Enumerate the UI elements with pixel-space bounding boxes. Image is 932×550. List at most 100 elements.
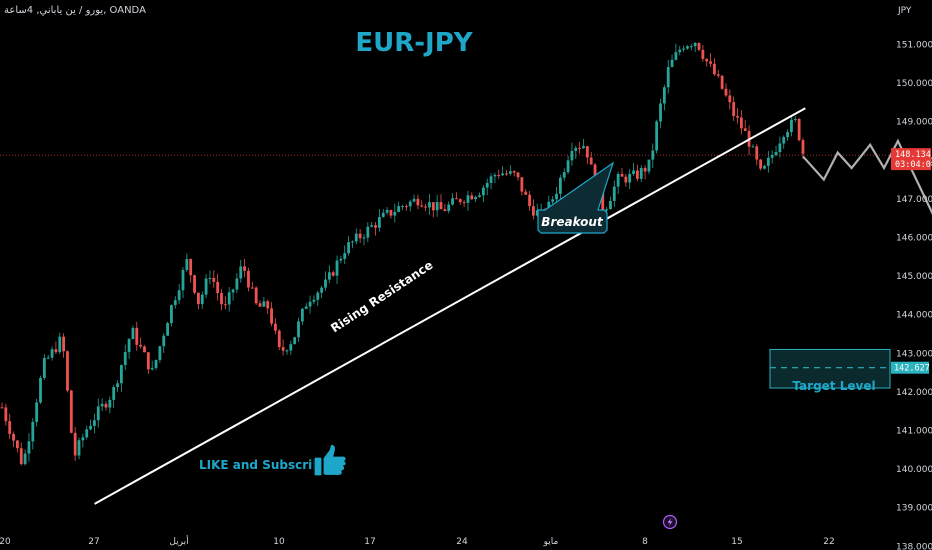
currency-label: JPY <box>897 6 912 16</box>
lightning-icon[interactable] <box>662 514 678 530</box>
candle-body <box>146 352 150 370</box>
candle-body <box>66 351 69 391</box>
candle-body <box>416 198 420 206</box>
candle-body <box>358 233 362 239</box>
candle <box>116 380 119 393</box>
candle-body <box>196 292 200 305</box>
candle-body <box>254 287 258 304</box>
candle <box>793 115 797 123</box>
candle-body <box>0 407 4 409</box>
candle <box>46 354 50 360</box>
y-tick-label: 144.000 <box>896 311 932 321</box>
candle <box>139 337 143 349</box>
candle-body <box>208 277 212 279</box>
candle-body <box>135 327 139 345</box>
candle-body <box>697 42 701 50</box>
candle-body <box>185 259 189 270</box>
candle-body <box>150 367 154 370</box>
candle-body <box>39 377 42 403</box>
y-tick-label: 150.000 <box>896 79 932 89</box>
candle-body <box>16 440 19 449</box>
candle-body <box>786 132 789 138</box>
candle <box>85 425 89 440</box>
candle-body <box>42 357 46 378</box>
candle <box>69 389 73 434</box>
candle <box>143 345 146 353</box>
candle-body <box>177 290 181 301</box>
current-price-badge <box>891 148 931 171</box>
candle <box>609 196 612 210</box>
breakout-label: Breakout <box>541 215 604 229</box>
candle <box>535 203 539 217</box>
candle <box>331 270 335 277</box>
candle <box>420 200 424 208</box>
candle-body <box>659 103 662 122</box>
y-tick-label: 143.000 <box>896 349 932 359</box>
candle-body <box>528 194 531 207</box>
candle-body <box>612 186 616 201</box>
target-price-label: 142.627 <box>894 364 930 374</box>
candle <box>666 59 670 94</box>
candle <box>689 43 693 51</box>
candle <box>42 354 46 380</box>
candle <box>736 108 739 124</box>
candle <box>266 299 270 314</box>
candle-body <box>293 337 297 345</box>
candle-body <box>393 211 397 216</box>
candle <box>293 336 297 345</box>
candle-body <box>258 303 262 307</box>
breakout-callout: Breakout <box>537 161 615 234</box>
candle-body <box>31 421 35 442</box>
candle <box>135 321 139 351</box>
candle-body <box>582 146 585 149</box>
target-zone <box>769 348 891 389</box>
candle-body <box>636 170 639 179</box>
candle-body <box>239 266 243 279</box>
candle-body <box>243 266 247 271</box>
candle-body <box>674 52 678 60</box>
candle <box>582 138 585 149</box>
candle-body <box>119 365 123 384</box>
candle-body <box>585 146 589 158</box>
candle-body <box>651 150 655 160</box>
candle-body <box>562 172 566 178</box>
candle-body <box>462 202 466 204</box>
candle <box>54 341 58 355</box>
candle-body <box>508 171 512 174</box>
candle <box>516 171 520 181</box>
candle <box>146 352 150 374</box>
candle <box>347 236 350 256</box>
candle <box>485 178 489 196</box>
candle-body <box>620 173 624 177</box>
y-tick-label: 149.000 <box>896 118 932 128</box>
candle-body <box>520 177 524 192</box>
x-tick-label: أبريل <box>169 535 188 547</box>
candle-body <box>524 191 528 195</box>
y-tick-label: 146.000 <box>896 234 932 244</box>
candle <box>790 115 793 137</box>
candle <box>223 296 227 310</box>
candle <box>185 253 189 273</box>
candle <box>643 165 647 180</box>
countdown-label: 03:04:04 <box>895 160 932 170</box>
candle-body <box>755 146 759 160</box>
candle <box>212 270 216 288</box>
candle-body <box>470 195 474 200</box>
candle-body <box>181 269 185 291</box>
candle-body <box>62 336 66 352</box>
candle-body <box>189 259 193 276</box>
candle-body <box>628 173 632 183</box>
candle-body <box>389 210 393 216</box>
candle <box>778 136 782 158</box>
candle-body <box>574 147 578 151</box>
candle <box>770 150 774 164</box>
candle-body <box>304 306 308 309</box>
candle <box>693 42 697 53</box>
candle-body <box>289 344 293 351</box>
candle-body <box>555 193 558 200</box>
candle <box>96 398 100 428</box>
candle <box>335 255 339 284</box>
candle-body <box>366 226 370 238</box>
candle <box>374 221 377 236</box>
